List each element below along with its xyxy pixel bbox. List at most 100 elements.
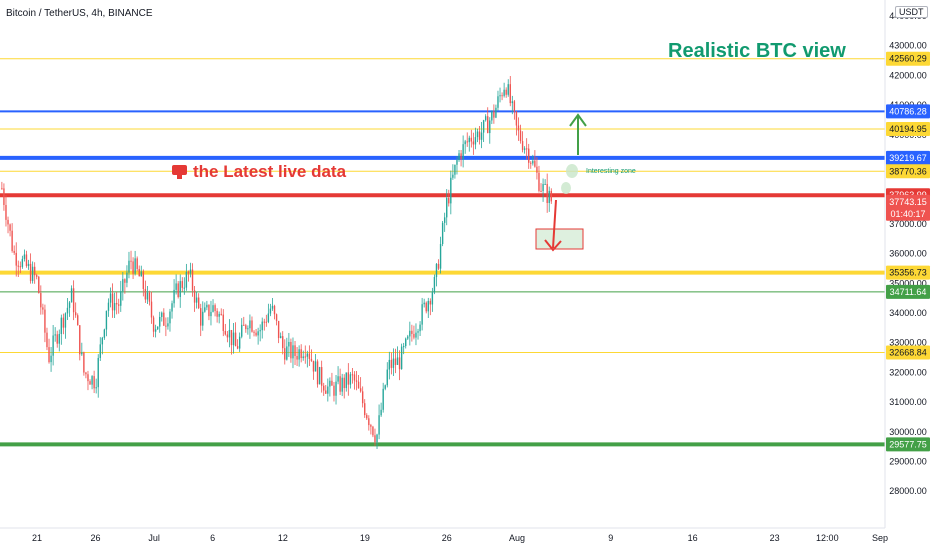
candle-body-267: [548, 190, 550, 203]
candle-body-162: [333, 385, 335, 396]
candle-body-123: [253, 331, 255, 333]
x-tick-label: Jul: [148, 533, 160, 543]
symbol-title[interactable]: Bitcoin / TetherUS, 4h, BINANCE: [6, 8, 153, 19]
candle-body-11: [23, 254, 26, 259]
candle-body-12: [25, 254, 28, 266]
candle-body-190: [390, 359, 393, 368]
candle-body-136: [279, 336, 282, 339]
candle-body-189: [388, 359, 391, 370]
monitor-icon: [172, 165, 187, 179]
candle-body-17: [36, 275, 38, 277]
candle-body-233: [478, 131, 481, 140]
candle-body-53: [109, 293, 112, 303]
candle-body-200: [411, 330, 413, 334]
level-price-label-6: 35356.73: [889, 268, 927, 278]
y-tick-label: 36000.00: [889, 249, 927, 259]
candle-body-194: [398, 357, 401, 370]
candle-body-176: [361, 391, 364, 404]
zone-marker-upper: [566, 164, 578, 178]
candle-body-221: [454, 164, 456, 175]
candle-body-9: [19, 266, 22, 268]
candle-body-75: [154, 329, 157, 332]
level-price-labels: 42560.29 40786.28 40194.95 39219.67 38770.36…: [886, 51, 930, 452]
candle-body-208: [427, 300, 429, 312]
candle-body-179: [368, 418, 370, 426]
candle-body-81: [167, 323, 169, 327]
level-price-label-8: 32668.84: [889, 348, 927, 358]
level-price-label-1: 40786.28: [889, 106, 927, 116]
candle-body-31: [64, 313, 67, 328]
candle-body-15: [31, 266, 34, 281]
candle-body-29: [60, 317, 63, 334]
candle-body-170: [349, 374, 352, 385]
candle-body-50: [103, 329, 106, 338]
candle-body-93: [191, 269, 194, 291]
candle-body-173: [355, 380, 358, 382]
candle-body-145: [298, 349, 300, 360]
candle-body-65: [134, 258, 136, 274]
candle-body-209: [429, 300, 432, 305]
candle-body-40: [83, 352, 85, 373]
candle-body-205: [421, 304, 423, 325]
candle-body-243: [499, 95, 501, 97]
live-data-note-text: the Latest live data: [193, 162, 347, 181]
candle-body-16: [33, 266, 36, 276]
candle-body-20: [42, 307, 44, 310]
candle-body-238: [489, 120, 491, 134]
candle-body-88: [181, 281, 183, 288]
candle-body-34: [70, 288, 73, 303]
candle-body-186: [382, 388, 384, 410]
live-data-note: the Latest live data: [172, 162, 346, 182]
candle-body-157: [323, 385, 325, 391]
candle-body-92: [189, 269, 192, 274]
level-price-label-4-bg: [886, 164, 930, 179]
candle-body-255: [523, 148, 526, 150]
candle-body-166: [341, 377, 343, 392]
down-arrow-head: [544, 239, 562, 252]
candle-body-63: [130, 260, 132, 262]
candle-body-19: [40, 293, 42, 308]
candle-body-33: [68, 302, 71, 308]
candle-body-55: [113, 302, 116, 311]
candle-body-73: [150, 301, 153, 318]
candle-body-151: [310, 358, 313, 361]
candle-body-57: [118, 304, 120, 306]
candle-body-54: [111, 293, 114, 311]
candle-body-187: [384, 385, 386, 389]
candle-body-77: [159, 316, 161, 327]
interesting-zone-note: Interesting zone: [586, 168, 636, 175]
candle-body-242: [497, 96, 499, 108]
candle-body-220: [452, 174, 454, 178]
candle-body-22: [46, 332, 48, 348]
candle-body-196: [402, 346, 405, 348]
x-axis-ticks: 21 26 Jul 6 12 19 26 Aug 9 16 23 12:00 Sep: [32, 533, 888, 543]
x-tick-label: 16: [688, 533, 698, 543]
y-tick-label: 37000.00: [889, 219, 927, 229]
candle-body-251: [515, 111, 518, 126]
candle-body-152: [312, 360, 315, 372]
candle-body-165: [339, 376, 341, 392]
candle-body-1: [3, 188, 5, 205]
candle-body-198: [407, 336, 409, 339]
candle-body-122: [251, 320, 253, 332]
candle-body-5: [11, 230, 13, 251]
candle-body-256: [525, 148, 528, 150]
x-tick-label: 12:00: [816, 533, 839, 543]
candle-body-192: [394, 358, 397, 365]
candle-body-262: [538, 172, 540, 191]
level-price-label-7-bg: [886, 284, 930, 299]
candle-body-230: [472, 141, 475, 145]
candle-body-266: [546, 183, 548, 203]
candle-body-138: [284, 348, 286, 360]
candle-body-127: [261, 321, 263, 331]
candle-body-47: [97, 357, 99, 388]
candle-body-108: [222, 314, 224, 331]
candle-body-62: [128, 260, 130, 273]
candle-body-114: [234, 332, 237, 347]
candle-body-185: [380, 409, 382, 416]
candle-body-66: [136, 258, 138, 270]
level-price-label-2: 40194.95: [889, 124, 927, 134]
candle-body-132: [271, 305, 274, 309]
currency-badge[interactable]: USDT: [895, 6, 928, 18]
